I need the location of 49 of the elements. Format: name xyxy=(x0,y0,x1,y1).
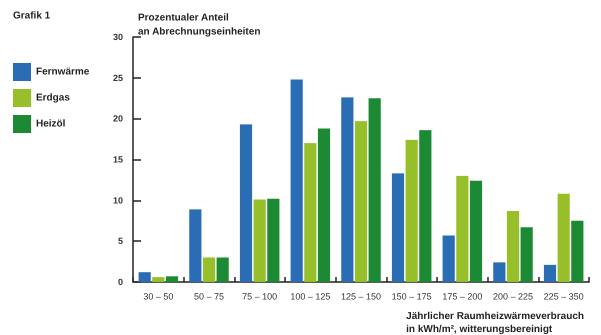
bar xyxy=(558,194,570,282)
legend-label: Heizöl xyxy=(36,118,66,130)
x-axis-title: Jährlicher Raumheizwärmeverbrauch in kWh/m², witterungsbereinigt xyxy=(406,311,584,335)
y-tick-label: 20 xyxy=(112,114,123,124)
bar xyxy=(304,143,316,282)
y-tick-label: 25 xyxy=(112,72,123,83)
bar xyxy=(506,210,520,282)
bar xyxy=(341,97,354,282)
bar xyxy=(392,173,404,282)
bar xyxy=(240,124,252,282)
bar xyxy=(520,227,533,282)
bar xyxy=(290,79,303,282)
bar xyxy=(571,220,584,282)
bar xyxy=(406,140,418,282)
bar xyxy=(152,277,164,282)
bar xyxy=(354,121,368,282)
bar xyxy=(544,264,556,282)
bar xyxy=(470,180,482,282)
bar xyxy=(318,128,330,282)
x-tick-label: 50 – 75 xyxy=(194,292,224,302)
bar xyxy=(419,130,432,282)
y-tick-label: 10 xyxy=(112,195,123,206)
bar xyxy=(442,235,455,282)
y-tick-label: 30 xyxy=(112,32,123,42)
x-tick-label: 150 – 175 xyxy=(392,292,432,302)
bar xyxy=(166,276,178,282)
x-tick-label: 30 – 50 xyxy=(143,292,174,302)
x-tick-label: 225 – 350 xyxy=(544,292,584,302)
y-axis-title: Prozentualer Anteil an Abrechnungseinheiten xyxy=(138,12,260,38)
bar xyxy=(267,198,280,282)
bar xyxy=(138,272,151,282)
y-tick-label: 5 xyxy=(118,236,123,246)
x-tick-label: 125 – 150 xyxy=(340,292,382,302)
bar xyxy=(368,98,381,282)
y-tick-label: 15 xyxy=(112,154,123,164)
bar xyxy=(456,176,468,282)
bar xyxy=(189,209,202,282)
bar xyxy=(493,262,506,282)
x-tick-label: 175 – 200 xyxy=(442,292,482,302)
bar xyxy=(216,258,229,282)
legend-label: Fernwärme xyxy=(36,66,90,78)
legend-label: Erdgas xyxy=(36,92,70,104)
y-tick-label: 0 xyxy=(118,277,123,287)
x-tick-label: 75 – 100 xyxy=(242,292,278,302)
bar xyxy=(254,200,266,282)
x-tick-label: 100 – 125 xyxy=(290,292,330,302)
text: Grafik 1 xyxy=(13,10,51,22)
bar xyxy=(202,258,216,282)
x-tick-label: 200 – 225 xyxy=(492,292,534,302)
